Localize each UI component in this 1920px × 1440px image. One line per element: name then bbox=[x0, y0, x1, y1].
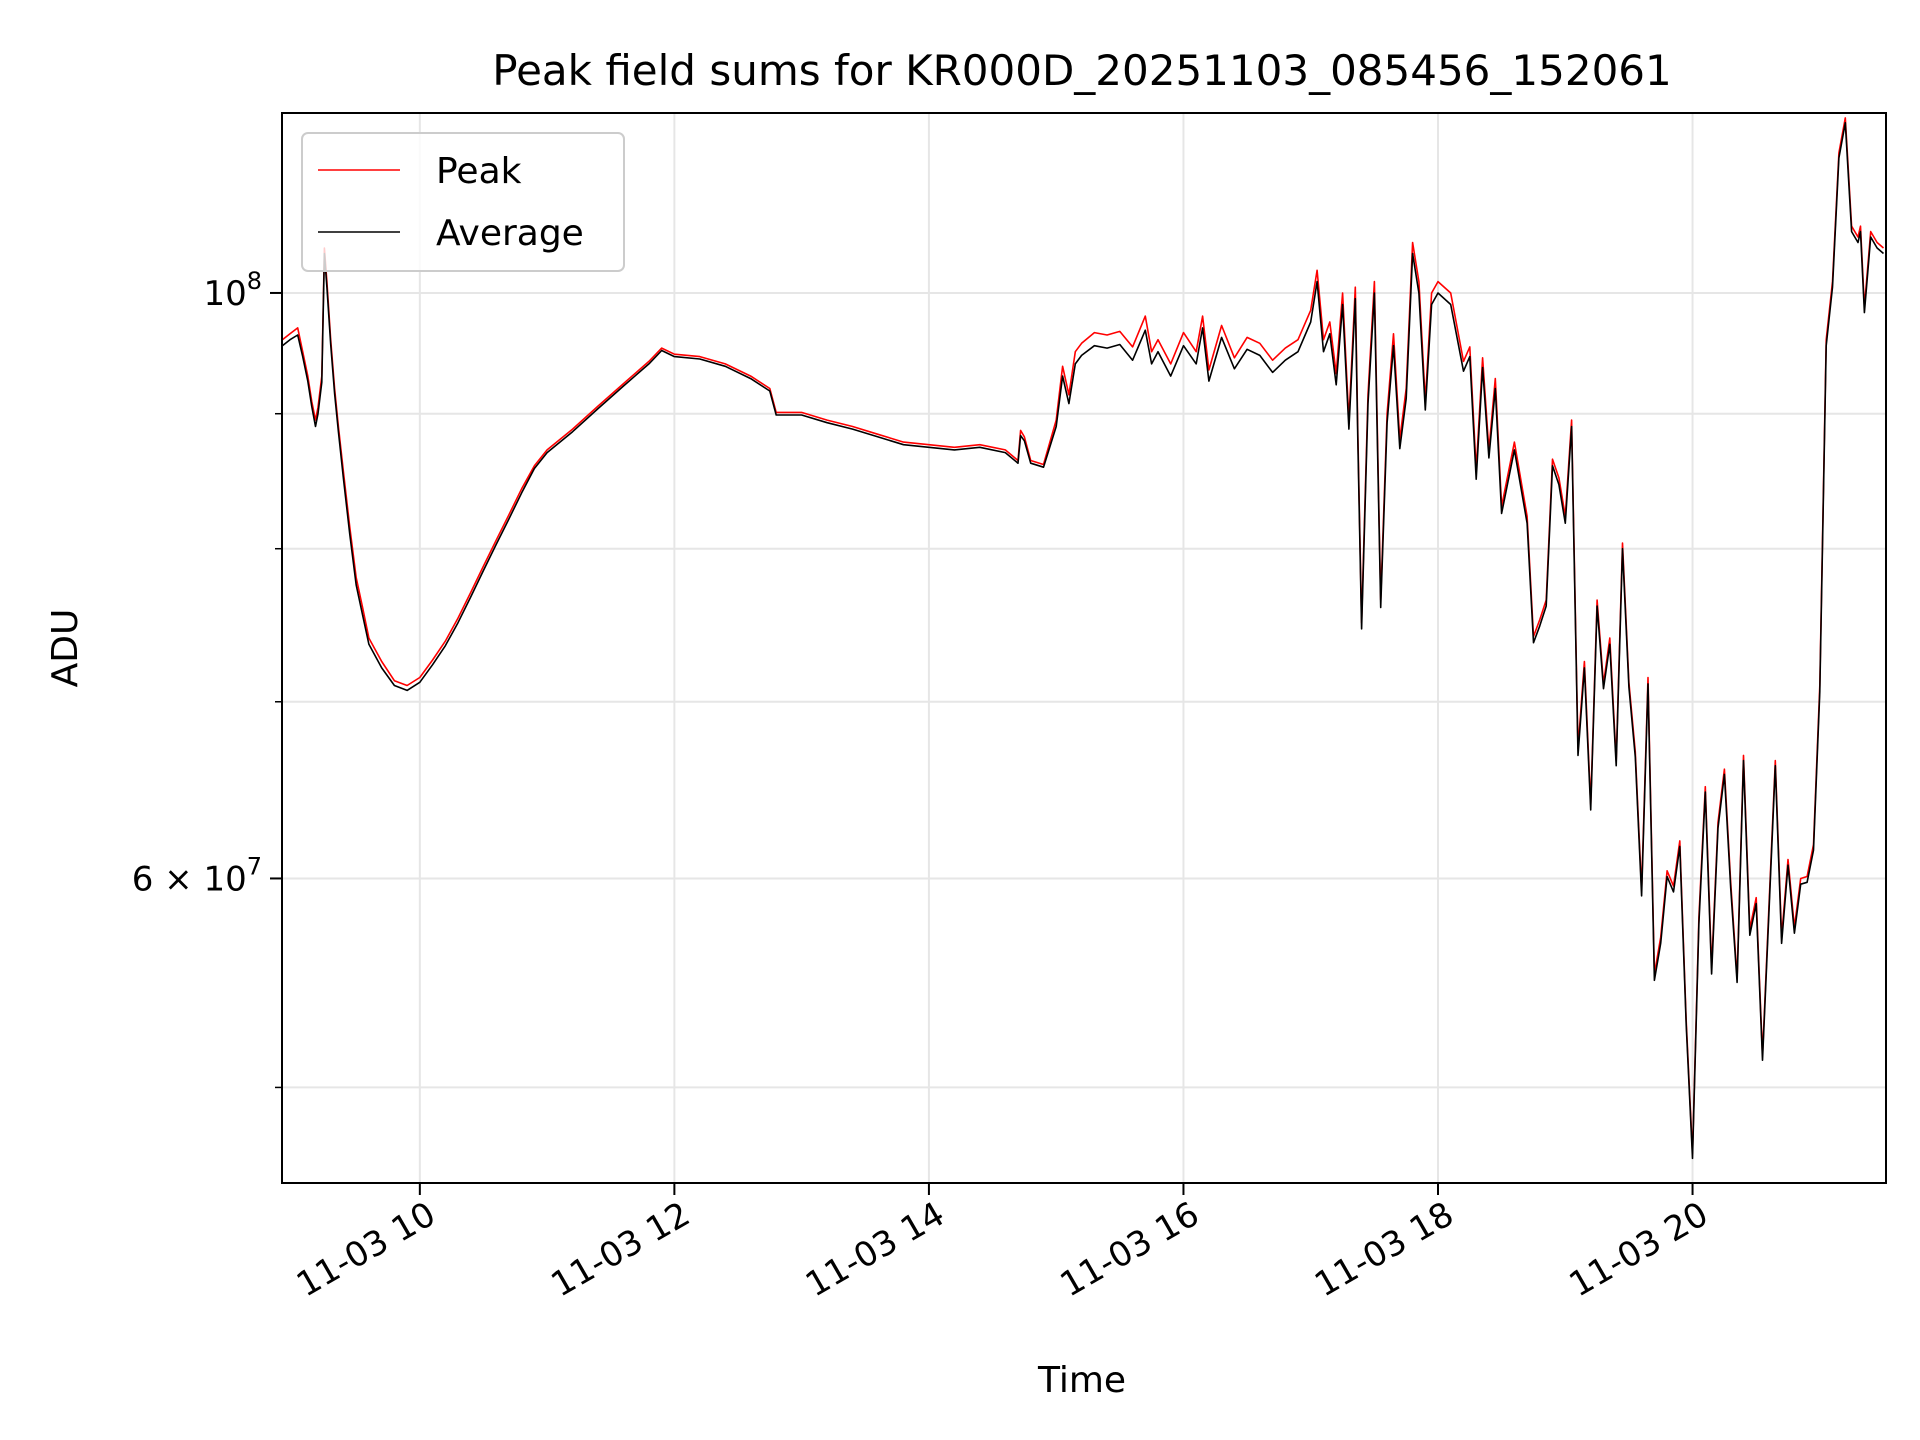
y-tick-label: 108 bbox=[203, 267, 262, 314]
series-lines bbox=[282, 117, 1885, 1160]
legend-label-average: Average bbox=[436, 213, 584, 254]
legend: Peak Average bbox=[301, 132, 625, 272]
legend-label-peak: Peak bbox=[436, 151, 522, 192]
chart-title: Peak field sums for KR000D_20251103_0854… bbox=[492, 46, 1671, 95]
y-axis: 108 6 × 107 bbox=[132, 267, 282, 1089]
plot-frame bbox=[281, 112, 1887, 1184]
y-axis-label: ADU bbox=[45, 609, 86, 688]
y-tick-label: 6 × 107 bbox=[132, 852, 262, 899]
legend-box bbox=[301, 132, 625, 272]
grid-lines bbox=[282, 113, 1886, 1183]
x-axis-label: Time bbox=[1037, 1360, 1126, 1401]
series-line-average bbox=[282, 122, 1885, 1160]
